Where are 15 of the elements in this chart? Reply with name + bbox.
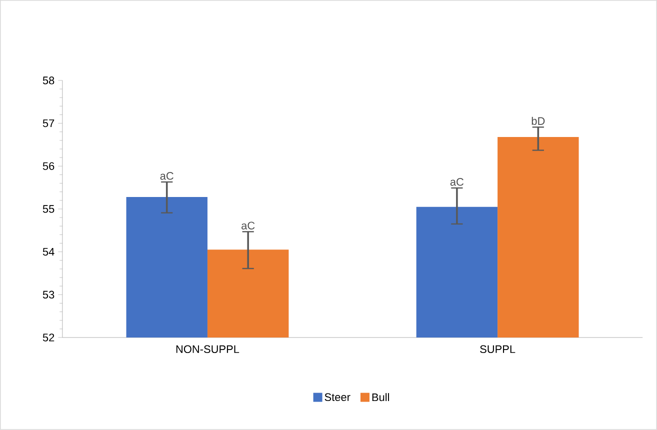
legend-label: Steer bbox=[324, 393, 350, 402]
y-tick-label: 56 bbox=[42, 162, 54, 170]
annotation: bD bbox=[532, 116, 545, 125]
annotation: aC bbox=[160, 172, 174, 180]
annotation: aC bbox=[242, 222, 255, 230]
x-tick-label: SUPPL bbox=[480, 345, 516, 354]
y-tick-label: 53 bbox=[42, 290, 54, 299]
y-tick-label: 55 bbox=[42, 205, 54, 213]
x-tick-label: NON-SUPPL bbox=[176, 345, 240, 354]
y-tick-label: 58 bbox=[42, 76, 54, 84]
y-tick-label: 52 bbox=[42, 334, 54, 342]
y-tick-label: 57 bbox=[42, 119, 54, 128]
y-tick-label: 54 bbox=[42, 248, 54, 256]
annotation: aC bbox=[450, 178, 464, 186]
legend-label: Bull bbox=[372, 393, 390, 402]
